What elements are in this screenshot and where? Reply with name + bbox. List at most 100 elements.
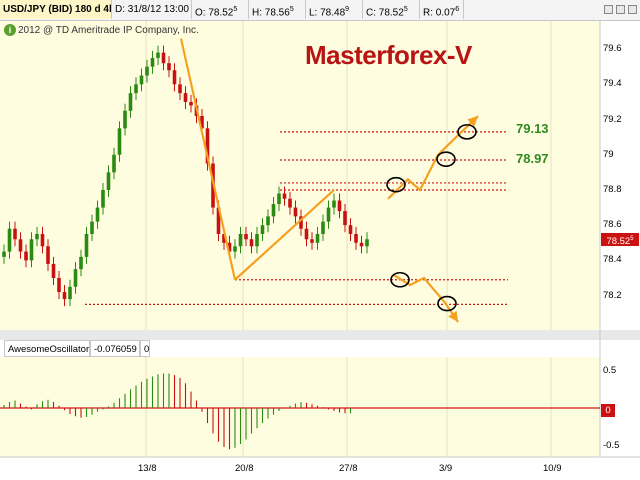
candle-body-22 [123, 110, 127, 129]
open-readout: O: 78.525 [192, 0, 249, 19]
candle-body-7 [40, 233, 45, 247]
oscillator-param: 0 [140, 340, 150, 357]
candle-body-31 [172, 70, 177, 85]
candle-body-34 [189, 101, 193, 106]
price-tick-7: 79.6 [603, 43, 622, 55]
candle-body-48 [266, 216, 270, 226]
candle-body-42 [233, 246, 237, 252]
chart-header [0, 0, 640, 21]
projection-up-arrowhead [467, 116, 478, 127]
candle-body-8 [46, 246, 50, 264]
circle-marker-1 [386, 176, 406, 193]
candle-body-64 [354, 233, 358, 243]
oscillator-tick-2: -0.5 [603, 439, 620, 451]
projection-down-path [392, 273, 459, 323]
candle-body-21 [117, 128, 122, 155]
candle-body-36 [200, 116, 204, 129]
oscillator-zero-tag: 0 [601, 404, 615, 417]
close-icon[interactable] [628, 5, 637, 14]
candle-body-27 [150, 57, 155, 67]
candle-body-17 [95, 207, 100, 222]
candle-body-55 [304, 228, 309, 240]
high-readout: H: 78.565 [249, 0, 306, 19]
candle-body-3 [18, 239, 23, 252]
candle-body-47 [260, 225, 265, 234]
candle-body-19 [106, 172, 111, 190]
candle-body-32 [178, 84, 182, 94]
symbol-label[interactable]: USD/JPY (BID) 180 d 4h [0, 0, 112, 19]
price-tick-4: 79 [603, 148, 614, 160]
candle-body-5 [29, 239, 34, 261]
candle-body-43 [238, 233, 243, 247]
price-scale [600, 20, 640, 330]
panel-separator[interactable] [0, 330, 640, 340]
price-tick-6: 79.4 [603, 78, 622, 90]
candle-body-14 [79, 256, 83, 270]
price-tick-1: 78.4 [603, 254, 622, 266]
candle-body-52 [288, 198, 292, 208]
candle-body-62 [343, 211, 347, 226]
candle-body-61 [337, 200, 342, 212]
candle-body-25 [139, 75, 144, 85]
time-tick-3: 3/9 [439, 463, 453, 474]
minimize-icon[interactable] [604, 5, 613, 14]
date-readout: D: 31/8/12 13:00 [112, 0, 192, 19]
trend-line-up-leg [234, 189, 335, 281]
candle-body-1 [7, 228, 12, 252]
trend-lines [179, 38, 335, 281]
candle-body-28 [156, 52, 160, 58]
circle-marker-2 [436, 151, 456, 167]
projection-down-arrowhead [448, 310, 458, 322]
close-readout: C: 78.525 [363, 0, 420, 19]
candle-body-29 [161, 52, 166, 64]
price-tick-5: 79.2 [603, 113, 622, 125]
candle-body-24 [134, 84, 138, 94]
candle-body-4 [24, 251, 28, 261]
candle-body-66 [365, 239, 369, 247]
oscillator-name[interactable]: AwesomeOscillator [4, 340, 90, 357]
maximize-icon[interactable] [616, 5, 625, 14]
oscillator-value: -0.076059 [90, 340, 140, 357]
candle-body-2 [13, 228, 17, 240]
candle-body-63 [348, 225, 353, 234]
info-icon[interactable]: i [4, 24, 16, 36]
candlestick-series [2, 45, 369, 307]
candle-body-59 [326, 207, 331, 222]
candle-body-11 [62, 292, 67, 300]
candle-body-40 [222, 233, 226, 243]
range-readout: R: 0.076 [420, 0, 464, 19]
oscillator-bars [0, 373, 600, 450]
candle-body-10 [57, 277, 61, 293]
candle-body-37 [205, 128, 210, 164]
candle-body-20 [112, 154, 116, 173]
candle-body-49 [271, 204, 276, 217]
candle-body-6 [35, 233, 39, 240]
candle-body-60 [332, 200, 336, 208]
brand-title: Masterforex-V [305, 40, 472, 70]
oscillator-tick-0: 0.5 [603, 364, 617, 376]
candle-body-44 [244, 233, 248, 240]
candle-body-0 [2, 251, 6, 257]
circle-marker-5 [437, 295, 457, 312]
low-readout: L: 78.489 [306, 0, 363, 19]
oscillator-panel [0, 357, 600, 457]
circle-marker-4 [390, 271, 410, 288]
target-label-upper: 79.13 [516, 121, 549, 136]
candle-body-15 [84, 233, 89, 257]
candle-body-56 [310, 239, 314, 243]
time-tick-1: 20/8 [235, 463, 254, 474]
candle-body-54 [299, 216, 303, 229]
circle-marker-3 [457, 124, 477, 140]
candle-body-23 [128, 93, 133, 111]
copyright-text: 2012 @ TD Ameritrade IP Company, Inc. [18, 25, 199, 36]
candle-body-53 [293, 207, 298, 217]
projection-arrows [386, 115, 479, 323]
main-chart-panel [0, 20, 600, 330]
candle-body-65 [359, 242, 364, 247]
price-tick-3: 78.8 [603, 183, 622, 195]
candle-body-33 [183, 93, 188, 102]
grid-layer [145, 20, 552, 457]
candle-body-16 [90, 221, 94, 234]
time-tick-2: 27/8 [339, 463, 358, 474]
candle-body-9 [51, 263, 56, 278]
